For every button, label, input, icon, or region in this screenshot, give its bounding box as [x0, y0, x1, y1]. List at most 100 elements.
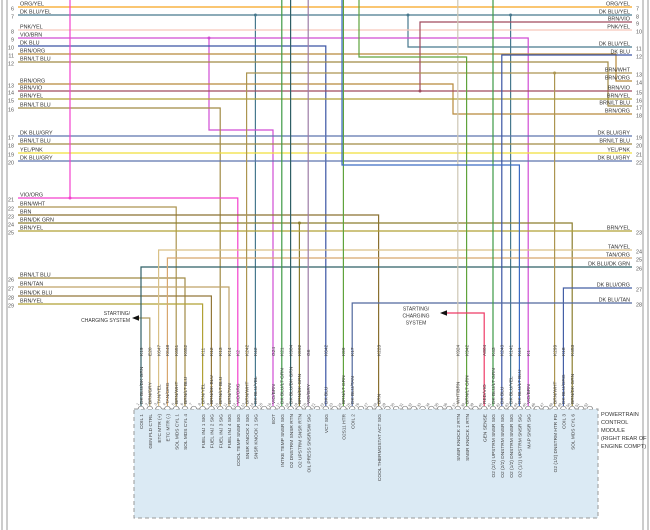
pin-socket	[357, 405, 365, 410]
wire-color-label: DK BLU	[324, 386, 330, 404]
pin-function-label: ETC MTR (+)	[157, 414, 163, 443]
wire-color-label: BRN/LT BLU	[218, 376, 224, 404]
pin-function-label: OIL PRESS SNSR/SW SIG	[306, 414, 312, 473]
wire-id-label: K652	[183, 344, 189, 356]
wire-p2-starting	[139, 317, 151, 406]
wire-id-label: K904	[288, 344, 294, 356]
wire-L28-p9	[18, 295, 212, 406]
pin-number: 37	[451, 402, 457, 408]
pin-socket	[428, 405, 435, 410]
pin-function-label: SNSR KNOCK 1 RTN	[465, 413, 471, 460]
left-row-color-label: YEL/PNK	[20, 148, 43, 154]
right-row-number: 21	[636, 153, 642, 159]
left-row-number: 7	[11, 15, 14, 21]
wire-color-label: TAN/ORG	[165, 382, 171, 404]
pin-socket	[349, 405, 356, 410]
left-row-number: 11	[8, 54, 14, 60]
pin-socket	[225, 405, 233, 410]
pin-number: 24	[337, 402, 343, 408]
right-row-number: 16	[636, 99, 642, 105]
left-row-color-label: BRN/ORG	[20, 79, 45, 85]
pin-socket	[269, 405, 277, 410]
pin-number: 52	[583, 402, 589, 408]
pin-socket	[533, 405, 541, 410]
pin-socket	[146, 405, 153, 410]
pin-number: 6	[180, 402, 184, 406]
pin-number: 4	[162, 402, 166, 406]
pin-number: 5	[171, 402, 175, 406]
pin-function-label: O2 DNSTRM SNSR RTN	[289, 413, 295, 468]
left-row-color-label: BRN/ORG	[20, 49, 45, 55]
left-row-color-label: BRN/LT BLU	[20, 273, 51, 279]
left-row-color-label: BRN/DK GRN	[20, 218, 54, 224]
pin-number: 27	[363, 402, 369, 408]
wire-id-label: K242	[244, 344, 250, 356]
pin-number: 49	[557, 402, 563, 408]
wire-color-label: DK BLU/TAN	[350, 376, 356, 404]
wire-L9-p45	[18, 37, 529, 406]
wire-id-label: K642	[324, 344, 330, 356]
pin-socket	[217, 405, 224, 410]
pin-number: 31	[399, 402, 405, 408]
right-row-color-label: DK BLU/ORG	[597, 283, 630, 289]
pin-number: 22	[319, 402, 325, 408]
wire-id-label: K2	[236, 350, 242, 356]
right-row-number: 18	[636, 114, 642, 120]
junction-dot	[253, 13, 257, 17]
wire-id-label: K299	[552, 344, 558, 356]
pin-socket	[525, 405, 532, 410]
callout-arrow-icon	[440, 310, 447, 316]
right-row-color-label: DK BLU/GRY	[597, 131, 630, 137]
right-row-number: 15	[636, 91, 642, 97]
left-row-number: 15	[8, 99, 14, 105]
left-row-number: 23	[8, 215, 14, 221]
pin-function-label: INTKE TEMP SNSR SIG	[280, 414, 286, 467]
pin-number: 14	[249, 402, 255, 408]
pin-socket	[437, 405, 444, 410]
pin-socket	[551, 405, 558, 410]
wire-color-label: BRN/YEL	[200, 383, 206, 404]
left-row-number: 27	[8, 287, 14, 293]
wire-id-label: K14	[227, 347, 233, 356]
pin-number: 10	[214, 402, 220, 408]
pin-number: 40	[478, 402, 484, 408]
pin-socket	[498, 405, 505, 410]
wire-L21-p12	[18, 197, 239, 406]
left-row-color-label: PNK/YEL	[20, 25, 43, 31]
pin-function-label: MAP SNSR SIG	[526, 414, 532, 449]
pcm-module-label: (RIGHT REAR OF	[601, 436, 647, 442]
pin-number: 7	[189, 402, 193, 406]
wire-color-label: DK BLU/YEL	[253, 376, 259, 404]
pin-function-label: VCT SIG	[324, 414, 330, 433]
left-row-number: 24	[8, 223, 14, 229]
left-row-color-label: BRN/YEL	[20, 226, 43, 232]
pin-socket	[287, 405, 294, 410]
pin-number: 21	[311, 402, 317, 408]
right-row-color-label: DK BLU/DK GRN	[588, 262, 630, 268]
right-row-color-label: DK BLU/YEL	[599, 10, 630, 16]
left-row-color-label: BRN/VIO	[20, 86, 42, 92]
wire-R9-junction	[419, 21, 632, 91]
wire-color-label: WHT/BRN	[456, 381, 462, 404]
left-row-color-label: VIO/BRN	[20, 33, 42, 39]
pin-function-label: O2S11 HTR	[342, 413, 348, 439]
pin-socket	[577, 405, 585, 410]
wire-color-label: BRN	[376, 393, 382, 404]
wire-id-label: K648	[165, 344, 171, 356]
wire-color-label: BRN/WHT	[244, 382, 250, 404]
pin-number: 28	[372, 402, 378, 408]
wire-color-label: BRN/DK GRN	[297, 373, 303, 404]
pin-function-label: O2 (2/1) UPSTRM SNSR SIG	[491, 414, 497, 478]
right-row-color-label: BRN/ORG	[605, 76, 630, 82]
wire-L22-p5	[18, 206, 177, 406]
pin-socket	[401, 405, 409, 410]
left-row-number: 26	[8, 278, 14, 284]
pin-number: 9	[206, 402, 210, 406]
pin-number: 12	[231, 402, 237, 408]
pcm-module-label: ENGINE COMPT)	[601, 444, 646, 450]
left-row-color-label: BRN/LT BLU	[20, 57, 51, 63]
right-row-color-label: TAN/ORG	[606, 253, 630, 259]
pin-socket	[296, 405, 303, 410]
right-row-number: 14	[636, 81, 642, 87]
